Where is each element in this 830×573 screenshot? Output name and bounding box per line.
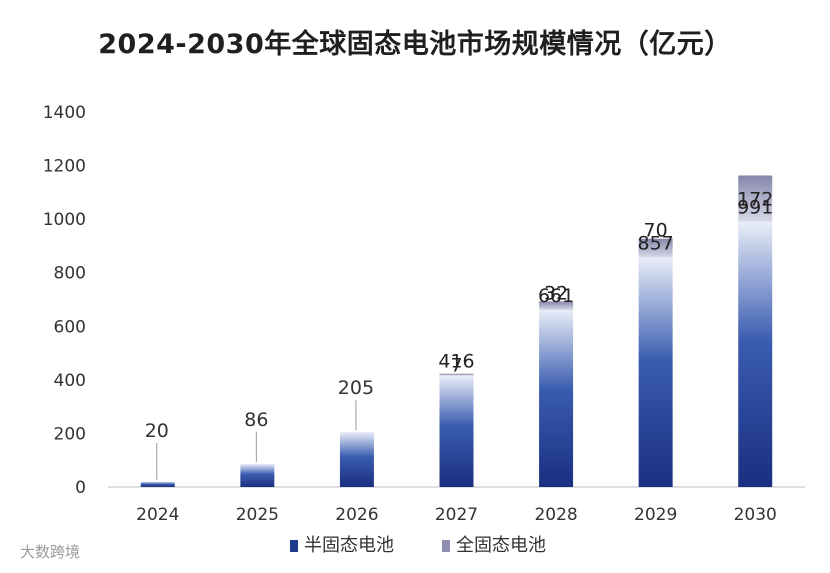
y-tick-label: 800: [54, 264, 86, 284]
bar-all-solid: [439, 373, 474, 376]
data-label-semi: 661: [538, 285, 574, 307]
bar-all-solid: [738, 175, 773, 222]
y-tick-label: 1400: [43, 103, 86, 123]
bar-semi-solid: [439, 375, 474, 487]
bar-semi-solid: [638, 257, 673, 487]
data-label-all: 7: [450, 355, 462, 377]
chart-title: 2024-2030年全球固态电池市场规模情况（亿元）: [98, 29, 732, 60]
bar-semi-solid: [240, 463, 275, 487]
x-tick-label: 2027: [435, 505, 478, 525]
y-tick-label: 1200: [43, 157, 86, 177]
legend-label-all: 全固态电池: [456, 535, 546, 556]
bar-all-solid: [539, 301, 574, 310]
bar-layer: [140, 175, 773, 487]
legend-swatch-all: [442, 540, 450, 552]
bar-all-solid: [638, 238, 673, 258]
y-tick-label: 1000: [43, 210, 86, 230]
data-label-all: 32: [544, 282, 568, 304]
data-label-semi: 991: [737, 197, 773, 219]
legend-label-semi: 半固态电池: [304, 535, 394, 556]
x-tick-label: 2024: [136, 505, 179, 525]
y-tick-label: 600: [54, 317, 86, 337]
x-tick-label: 2030: [734, 505, 777, 525]
data-label-semi: 205: [338, 377, 374, 399]
y-tick-label: 200: [54, 424, 86, 444]
legend: 半固态电池 全固态电池: [290, 535, 546, 556]
bar-semi-solid: [738, 221, 773, 487]
bar-semi-solid: [339, 432, 374, 487]
bar-semi-solid: [140, 481, 175, 487]
data-label-semi: 416: [438, 351, 474, 373]
x-tick-label: 2025: [236, 505, 279, 525]
y-tick-label: 0: [75, 478, 86, 498]
data-label-all: 172: [737, 189, 773, 211]
data-label-semi: 86: [244, 409, 268, 431]
x-tick-label: 2029: [634, 505, 677, 525]
data-label-all: 70: [644, 220, 668, 242]
legend-swatch-semi: [290, 540, 298, 552]
y-tick-label: 400: [54, 371, 86, 391]
x-tick-label: 2026: [335, 505, 378, 525]
data-label-semi: 20: [145, 420, 169, 442]
bar-semi-solid: [539, 309, 574, 487]
data-label-semi: 857: [638, 232, 674, 254]
x-tick-label: 2028: [534, 505, 577, 525]
watermark-text: 大数跨境: [20, 543, 81, 561]
